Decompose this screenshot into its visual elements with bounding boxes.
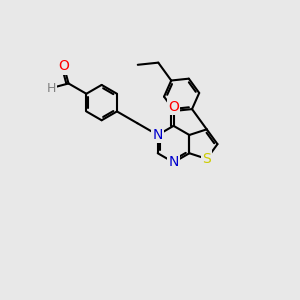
Text: N: N: [153, 128, 163, 142]
Text: H: H: [47, 82, 56, 94]
Text: S: S: [202, 152, 211, 166]
Text: O: O: [58, 59, 69, 74]
Text: O: O: [168, 100, 179, 114]
Text: N: N: [168, 155, 179, 170]
